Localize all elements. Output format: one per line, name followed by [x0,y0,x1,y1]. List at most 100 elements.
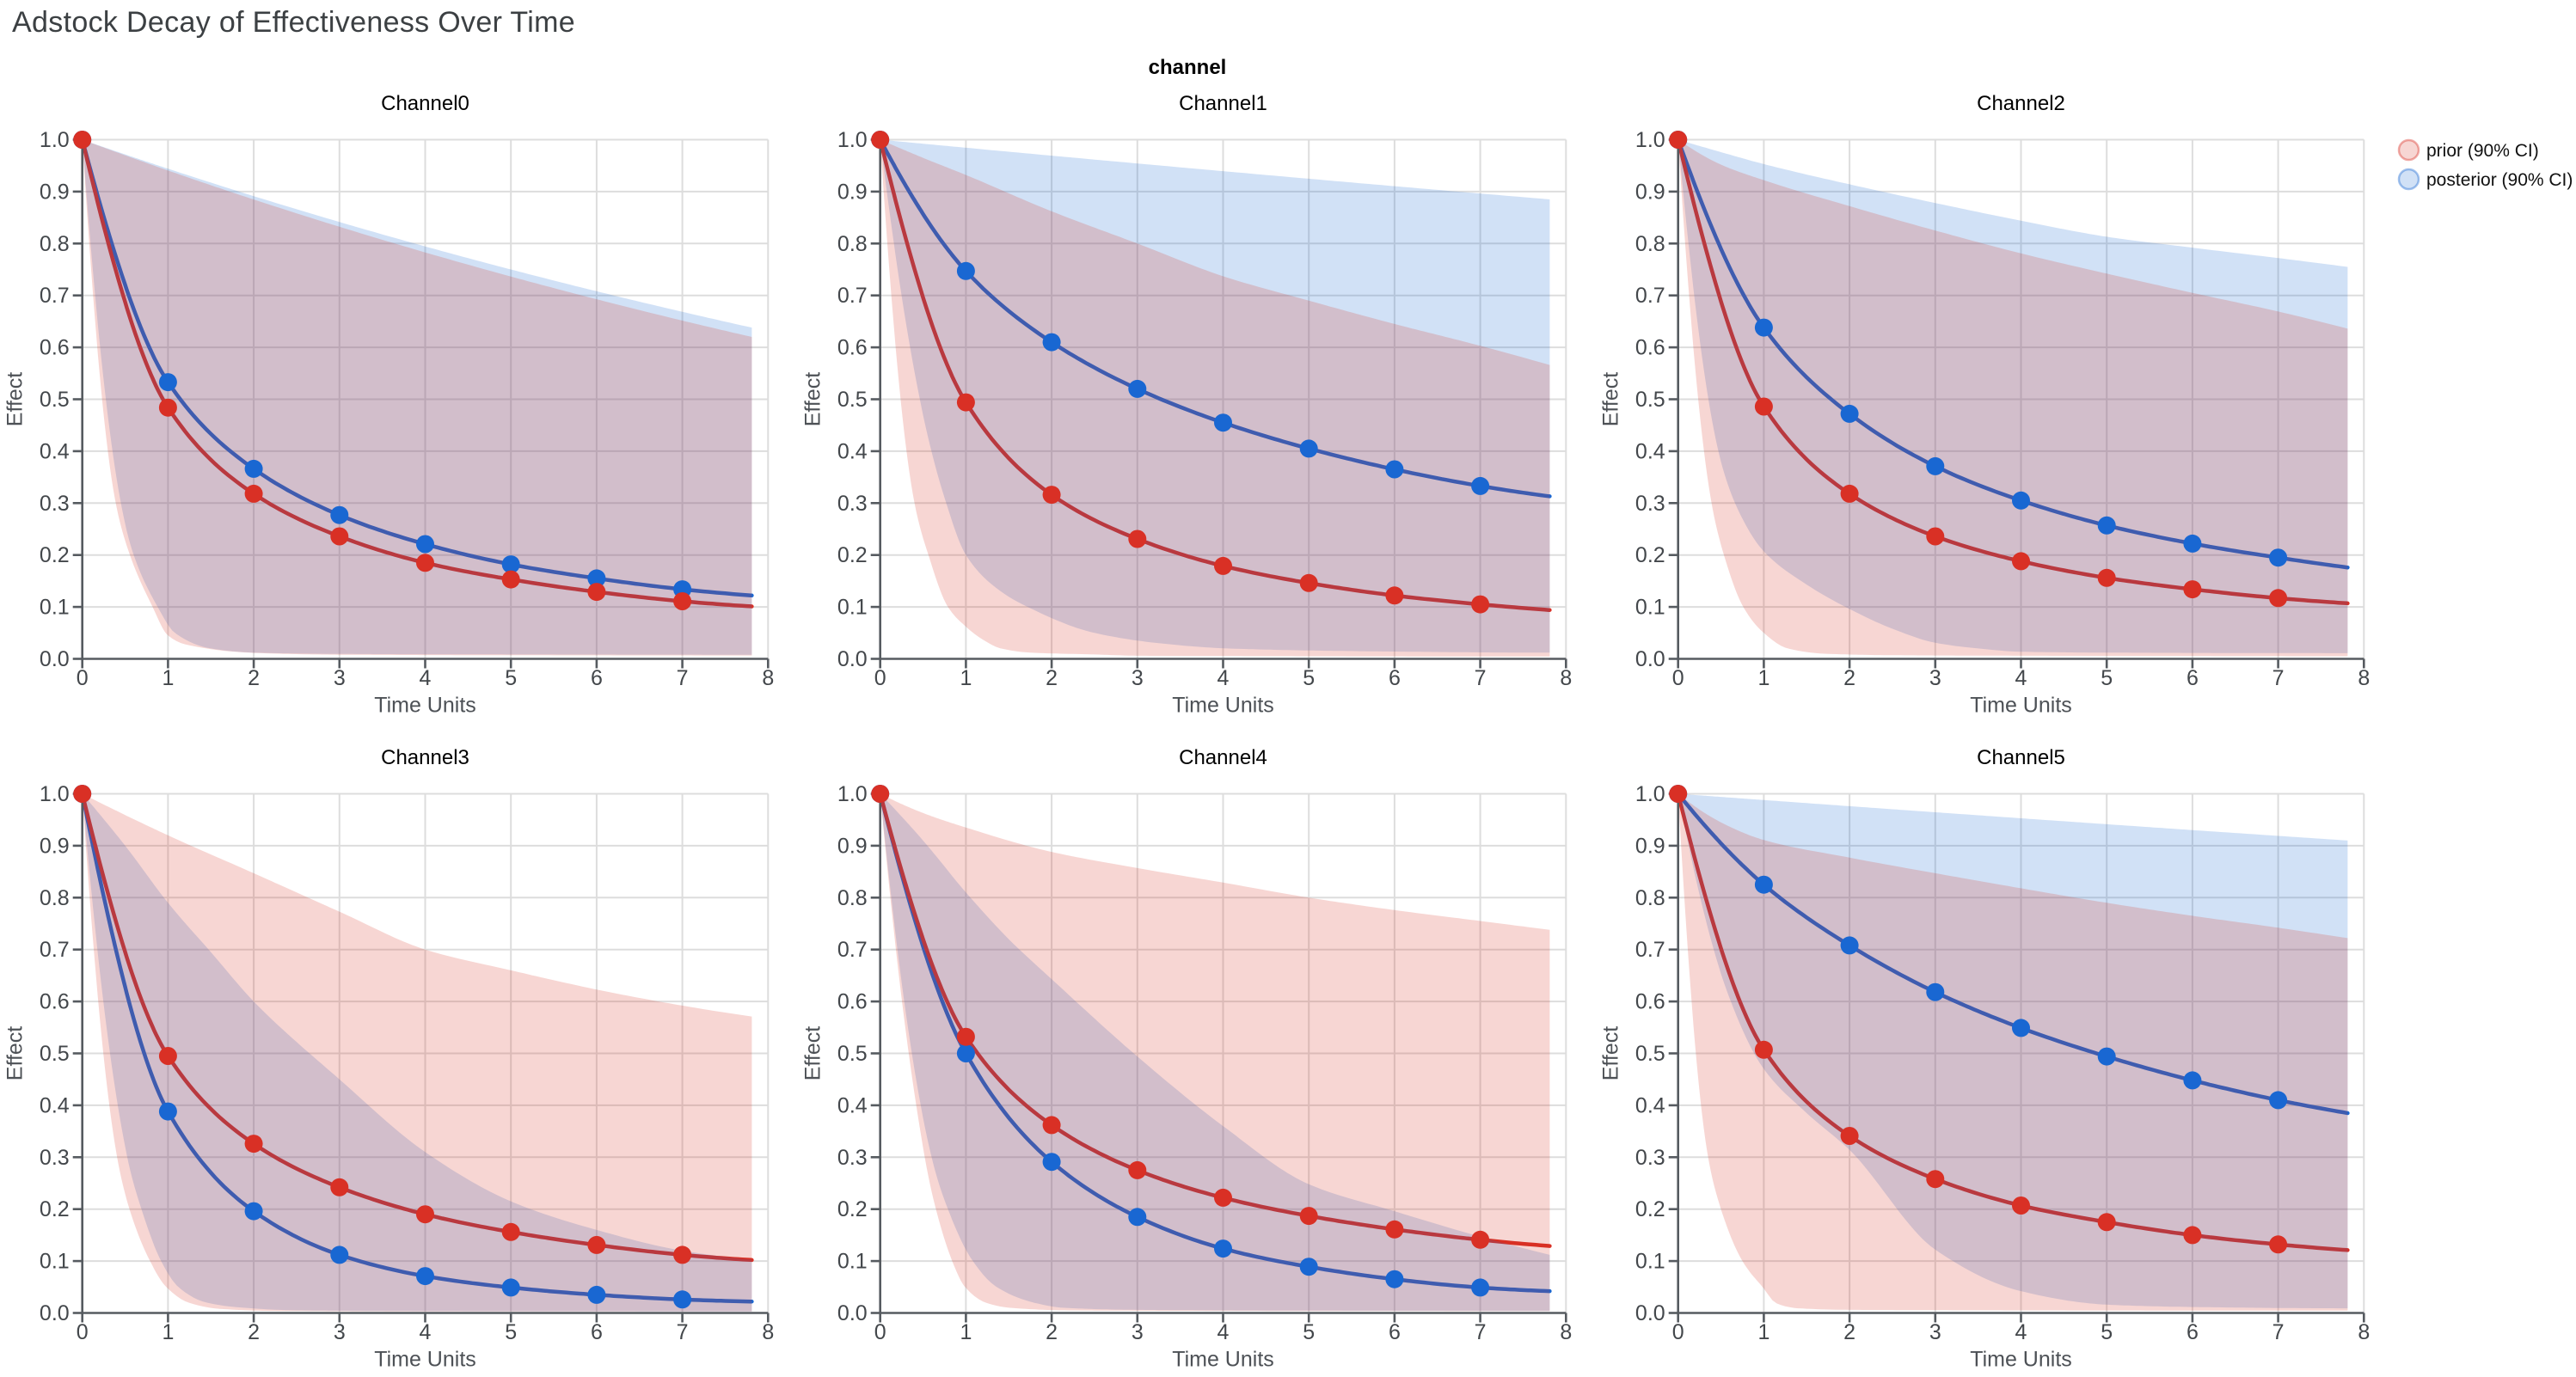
svg-text:0.8: 0.8 [40,886,70,910]
svg-text:0.1: 0.1 [40,596,70,620]
svg-text:0.9: 0.9 [837,180,868,204]
svg-text:5: 5 [505,1320,517,1344]
svg-text:7: 7 [2272,1320,2285,1344]
svg-text:0.4: 0.4 [40,439,70,463]
svg-text:0.8: 0.8 [40,232,70,256]
svg-text:2: 2 [248,1320,260,1344]
svg-text:0.7: 0.7 [40,938,70,962]
svg-text:0.4: 0.4 [40,1093,70,1117]
svg-text:0.2: 0.2 [40,1197,70,1221]
svg-text:0.3: 0.3 [40,1146,70,1170]
svg-text:0.0: 0.0 [1635,1301,1665,1325]
svg-text:3: 3 [1929,1320,1941,1344]
svg-text:Channel0: Channel0 [381,92,469,115]
svg-text:Effect: Effect [1599,372,1623,427]
svg-text:0.9: 0.9 [40,180,70,204]
svg-text:0.5: 0.5 [837,1042,868,1066]
svg-text:4: 4 [1217,1320,1230,1344]
svg-text:0.7: 0.7 [1635,938,1665,962]
svg-text:5: 5 [2101,666,2113,690]
svg-text:6: 6 [1389,666,1401,690]
svg-text:Effect: Effect [1599,1026,1623,1081]
svg-text:0.1: 0.1 [1635,596,1665,620]
svg-text:0: 0 [77,666,89,690]
svg-text:1.0: 1.0 [1635,128,1665,152]
svg-text:0.7: 0.7 [837,938,868,962]
svg-text:8: 8 [762,666,774,690]
svg-text:4: 4 [2015,1320,2027,1344]
svg-text:0: 0 [1672,666,1684,690]
svg-text:5: 5 [505,666,517,690]
svg-text:Effect: Effect [3,1026,28,1081]
svg-text:0.1: 0.1 [40,1250,70,1274]
svg-text:prior (90% CI): prior (90% CI) [2426,141,2539,161]
svg-text:0.4: 0.4 [837,439,868,463]
svg-text:Time Units: Time Units [1172,1348,1274,1372]
svg-text:0: 0 [77,1320,89,1344]
svg-text:2: 2 [1843,1320,1855,1344]
svg-text:Channel5: Channel5 [1977,746,2065,769]
svg-text:5: 5 [1303,666,1315,690]
svg-text:3: 3 [334,666,346,690]
svg-text:Channel1: Channel1 [1179,92,1267,115]
svg-text:1.0: 1.0 [40,128,70,152]
svg-text:0.3: 0.3 [1635,1146,1665,1170]
svg-text:0.2: 0.2 [1635,1197,1665,1221]
svg-text:0.6: 0.6 [1635,990,1665,1014]
svg-text:0.5: 0.5 [837,388,868,412]
svg-text:0.0: 0.0 [837,647,868,671]
svg-text:2: 2 [1843,666,1855,690]
svg-text:0.8: 0.8 [1635,232,1665,256]
svg-text:0.0: 0.0 [40,647,70,671]
svg-text:0.0: 0.0 [40,1301,70,1325]
svg-text:8: 8 [762,1320,774,1344]
svg-text:0: 0 [874,1320,886,1344]
svg-text:0.3: 0.3 [40,492,70,516]
svg-text:Time Units: Time Units [374,1348,476,1372]
svg-text:0.0: 0.0 [837,1301,868,1325]
svg-text:Time Units: Time Units [1970,694,2072,718]
svg-text:0.9: 0.9 [40,834,70,858]
svg-text:0.2: 0.2 [837,1197,868,1221]
svg-text:channel: channel [1149,56,1227,79]
svg-text:7: 7 [2272,666,2285,690]
svg-text:1.0: 1.0 [1635,782,1665,806]
svg-text:0.8: 0.8 [837,232,868,256]
svg-text:0.7: 0.7 [40,284,70,308]
svg-text:0.2: 0.2 [837,543,868,567]
svg-text:3: 3 [1132,666,1144,690]
svg-text:8: 8 [2358,1320,2370,1344]
svg-text:0.6: 0.6 [40,336,70,360]
svg-text:Effect: Effect [801,372,825,427]
svg-text:1.0: 1.0 [40,782,70,806]
svg-text:0.8: 0.8 [1635,886,1665,910]
svg-text:2: 2 [1046,666,1058,690]
svg-text:0.6: 0.6 [837,336,868,360]
svg-text:0: 0 [874,666,886,690]
svg-text:1.0: 1.0 [837,782,868,806]
svg-text:0.0: 0.0 [1635,647,1665,671]
svg-text:Time Units: Time Units [1970,1348,2072,1372]
svg-text:6: 6 [2187,1320,2199,1344]
svg-text:6: 6 [2187,666,2199,690]
svg-text:Time Units: Time Units [374,694,476,718]
svg-text:2: 2 [248,666,260,690]
svg-text:Effect: Effect [3,372,28,427]
svg-text:0.2: 0.2 [1635,543,1665,567]
svg-text:Effect: Effect [801,1026,825,1081]
svg-text:Channel2: Channel2 [1977,92,2065,115]
svg-text:5: 5 [2101,1320,2113,1344]
svg-text:7: 7 [1475,1320,1487,1344]
svg-text:0.2: 0.2 [40,543,70,567]
svg-text:6: 6 [1389,1320,1401,1344]
svg-text:0: 0 [1672,1320,1684,1344]
svg-text:7: 7 [1475,666,1487,690]
svg-text:0.1: 0.1 [1635,1250,1665,1274]
svg-text:1: 1 [960,666,972,690]
svg-text:1: 1 [960,1320,972,1344]
svg-text:8: 8 [1560,666,1572,690]
svg-text:0.4: 0.4 [837,1093,868,1117]
svg-text:4: 4 [420,666,432,690]
svg-text:0.5: 0.5 [1635,388,1665,412]
svg-text:3: 3 [334,1320,346,1344]
